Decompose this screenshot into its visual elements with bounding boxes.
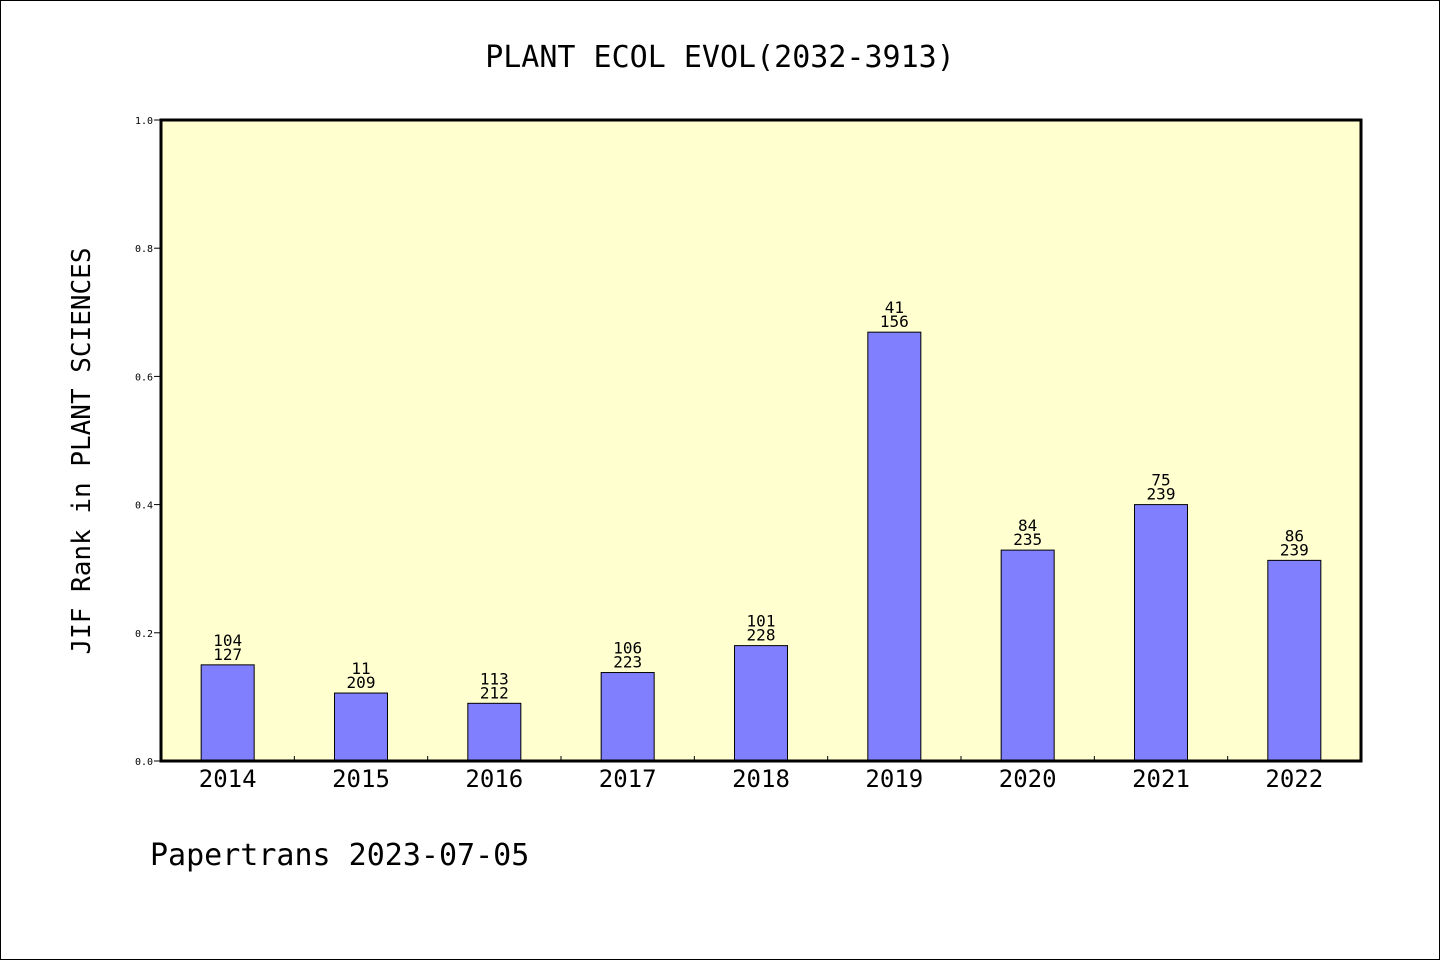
bar-2017 [600,672,655,762]
bar-rank-label: 101 [747,612,776,631]
x-tick-label: 2020 [999,765,1057,793]
bar-2015 [334,692,388,762]
bar-rank-label: 86 [1285,526,1304,545]
bar-2020 [1000,549,1055,762]
y-axis-label: JIF Rank in PLANT SCIENCES [67,248,97,655]
plot-border [159,118,1363,763]
y-tick-label: 1.0 [135,116,153,127]
bar-2022 [1267,559,1322,762]
y-tick-label: 0.2 [135,629,153,640]
x-tick-label: 2018 [732,765,790,793]
x-tick-label: 2019 [865,765,923,793]
x-tick-label: 2015 [332,765,390,793]
x-tick-labels: 2014 2015 2016 2017 2018 2019 2020 2021 2022 [199,765,1323,793]
bar-rank-label: 11 [351,659,370,678]
bar-rank-label: 104 [213,631,242,650]
bar-rank-label: 75 [1151,471,1170,490]
bar-total-label: 239 [1147,485,1176,504]
bar-total-label: 235 [1013,530,1042,549]
bar-2018 [734,645,788,762]
bar-total-label: 209 [347,673,376,692]
x-tick-label: 2014 [199,765,257,793]
bar-rank-label: 41 [885,298,904,317]
bars [200,331,1322,762]
y-tick-label: 0.4 [135,501,153,512]
bar-total-label: 127 [213,645,242,664]
bar-2021 [1134,504,1188,762]
bar-rank-label: 106 [613,639,642,658]
bar-total-label: 212 [480,683,509,702]
bar-2014 [200,664,255,762]
bar-total-label: 228 [747,626,776,645]
x-tick-label: 2021 [1132,765,1190,793]
y-tick-label: 0.6 [135,372,153,383]
footer-text: Papertrans 2023-07-05 [150,838,529,873]
y-tick-label: 0.0 [135,757,153,768]
bar-rank-label: 113 [480,669,509,688]
bar-rank-label: 84 [1018,516,1037,535]
x-tick-label: 2016 [465,765,523,793]
bar-total-label: 239 [1280,540,1309,559]
bar-total-label: 156 [880,312,909,331]
y-tick-label: 0.8 [135,244,153,255]
x-tick-label: 2017 [599,765,657,793]
x-tick-label: 2022 [1265,765,1323,793]
bar-2016 [467,702,522,762]
bar-total-label: 223 [613,653,642,672]
chart-title: PLANT ECOL EVOL(2032-3913) [485,40,955,75]
bar-2019 [867,331,922,762]
